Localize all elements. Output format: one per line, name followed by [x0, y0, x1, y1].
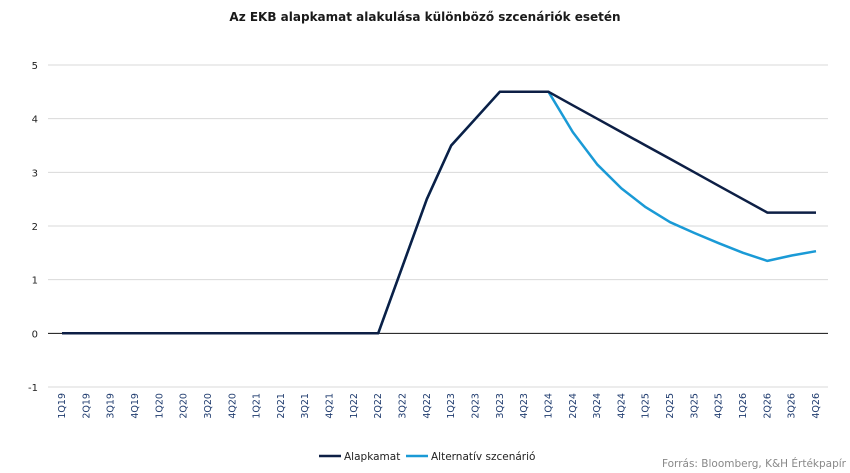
- x-tick-label: 4Q21: [325, 393, 336, 419]
- x-tick-label: 4Q23: [519, 393, 530, 419]
- x-tick-label: 2Q21: [276, 393, 287, 419]
- series-line-alternativ: [62, 90, 817, 335]
- y-tick-label: 2: [32, 222, 38, 233]
- x-tick-label: 2Q23: [470, 393, 481, 419]
- legend-label-alternativ: Alternatív szcenárió: [431, 451, 535, 463]
- x-tick-label: 1Q26: [738, 393, 749, 419]
- x-tick-label: 2Q24: [568, 393, 579, 419]
- y-tick-label: -1: [28, 383, 38, 394]
- x-tick-label: 2Q26: [762, 393, 773, 419]
- y-tick-label: 3: [32, 168, 38, 179]
- x-tick-label: 1Q19: [57, 393, 68, 419]
- x-tick-label: 1Q25: [641, 393, 652, 419]
- chart-title: Az EKB alapkamat alakulása különböző szc…: [229, 10, 620, 24]
- x-tick-label: 3Q26: [787, 393, 798, 419]
- series-line-alapkamat: [62, 90, 816, 335]
- legend-label-alapkamat: Alapkamat: [344, 451, 400, 463]
- x-tick-label: 4Q26: [811, 393, 822, 419]
- x-tick-label: 1Q21: [252, 393, 263, 419]
- y-tick-label: 5: [32, 61, 38, 72]
- x-tick-label: 1Q22: [349, 393, 360, 419]
- x-tick-label: 2Q25: [665, 393, 676, 419]
- y-tick-label: 0: [32, 329, 38, 340]
- x-tick-label: 2Q20: [179, 393, 190, 419]
- x-tick-label: 4Q25: [714, 393, 725, 419]
- x-tick-label: 4Q24: [616, 393, 627, 419]
- x-tick-label: 3Q23: [495, 393, 506, 419]
- x-tick-label: 3Q20: [203, 393, 214, 419]
- x-tick-label: 2Q22: [373, 393, 384, 419]
- x-tick-label: 2Q19: [81, 393, 92, 419]
- source-note: Forrás: Bloomberg, K&H Értékpapír: [662, 457, 847, 470]
- x-tick-label: 3Q25: [689, 393, 700, 419]
- y-tick-label: 4: [32, 115, 38, 126]
- x-tick-label: 3Q19: [106, 393, 117, 419]
- x-tick-label: 4Q22: [422, 393, 433, 419]
- x-tick-label: 1Q20: [154, 393, 165, 419]
- x-tick-label: 4Q20: [227, 393, 238, 419]
- x-tick-label: 3Q22: [398, 393, 409, 419]
- legend: Alapkamat Alternatív szcenárió: [319, 451, 535, 463]
- x-tick-label: 3Q21: [300, 393, 311, 419]
- x-tick-label: 1Q23: [446, 393, 457, 419]
- y-tick-label: 1: [32, 276, 38, 287]
- x-tick-label: 3Q24: [592, 393, 603, 419]
- x-tick-label: 1Q24: [543, 393, 554, 419]
- x-tick-label: 4Q19: [130, 393, 141, 419]
